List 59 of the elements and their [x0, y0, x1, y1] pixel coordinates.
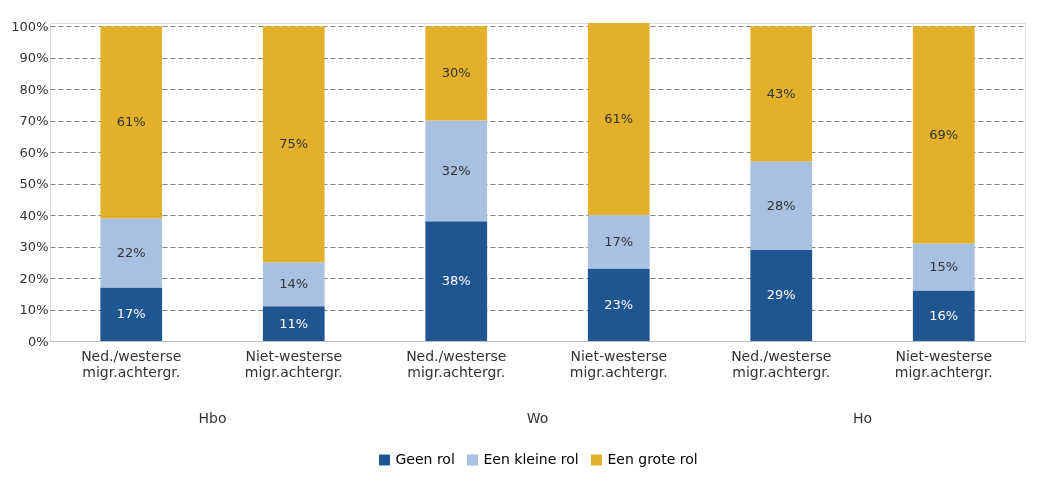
text: Ho [852, 410, 873, 426]
y-tick-label: 10% [19, 302, 49, 318]
x-tick-label: Niet-westerse migr.achtergr. [569, 347, 668, 380]
y-tick-label: 70% [19, 113, 49, 129]
data-label: 16% [929, 307, 959, 323]
data-label: 32% [441, 162, 471, 178]
data-label: 75% [279, 136, 309, 152]
y-tick-label: 50% [19, 176, 49, 192]
legend-label: Geen rol [395, 451, 455, 467]
data-label: 15% [929, 259, 959, 275]
data-label: 43% [766, 85, 796, 101]
bar [262, 262, 325, 307]
data-label: 29% [766, 287, 796, 303]
x-tick-label: Ned./westerse migr.achtergr. [731, 347, 832, 380]
bar [262, 26, 325, 263]
data-label: 23% [604, 296, 634, 312]
bar [587, 215, 650, 269]
bar [100, 26, 163, 219]
bar [912, 290, 975, 341]
bar [100, 218, 163, 288]
bar [750, 249, 813, 341]
data-label: 61% [604, 111, 634, 127]
bar [425, 221, 488, 341]
data-label: 14% [279, 276, 309, 292]
data-label: 17% [604, 233, 634, 249]
x-tick-label: Niet-westerse migr.achtergr. [894, 347, 993, 380]
data-label: 38% [441, 273, 471, 289]
y-tick-label: 60% [19, 144, 49, 160]
y-tick-label: 20% [19, 270, 49, 286]
data-label: 61% [116, 114, 146, 130]
text: Wo [526, 410, 549, 426]
data-label: 28% [766, 197, 796, 213]
y-tick-label: 30% [19, 239, 49, 255]
bar [100, 287, 163, 341]
bar [425, 26, 488, 121]
bar [750, 161, 813, 250]
bar [262, 306, 325, 341]
bar [912, 26, 975, 244]
data-label: 69% [929, 126, 959, 142]
bar [425, 120, 488, 222]
data-label: 11% [279, 315, 309, 331]
data-label: 17% [116, 306, 146, 322]
y-tick-label: 80% [19, 81, 49, 97]
y-tick-label: 0% [27, 333, 49, 349]
bar [587, 23, 650, 216]
y-tick-label: 100% [11, 18, 49, 34]
y-tick-label: 90% [19, 50, 49, 66]
y-tick-label: 40% [19, 207, 49, 223]
x-tick-label: Niet-westerse migr.achtergr. [244, 347, 343, 380]
x-tick-label: Ned./westerse migr.achtergr. [406, 347, 507, 380]
text: Hbo [198, 410, 227, 426]
legend-label: Een grote rol [607, 451, 698, 467]
data-label: 30% [441, 65, 471, 81]
bar [750, 26, 813, 162]
legend-label: Een kleine rol [483, 451, 579, 467]
bar [912, 243, 975, 291]
data-label: 22% [116, 244, 146, 260]
bar [587, 268, 650, 341]
x-tick-label: Ned./westerse migr.achtergr. [81, 347, 182, 380]
